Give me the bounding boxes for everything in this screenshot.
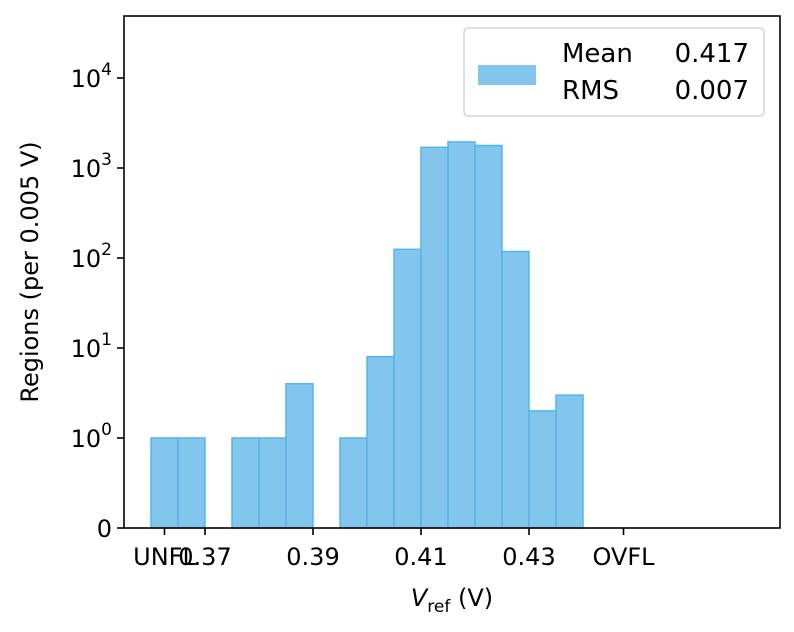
histogram-bar bbox=[258, 437, 287, 529]
histogram-bar bbox=[447, 141, 476, 529]
y-tick-label: 101 bbox=[71, 330, 112, 363]
y-tick-label: 0 bbox=[97, 515, 112, 543]
legend-mean-value: 0.417 bbox=[675, 39, 749, 69]
y-axis-ticks: 0 100 101 102 103 104 bbox=[71, 60, 124, 543]
y-tick-label: 102 bbox=[71, 240, 112, 273]
plot-frame bbox=[123, 15, 781, 529]
histogram-bar bbox=[474, 144, 503, 529]
x-axis-label: Vref (V) bbox=[411, 584, 493, 617]
legend: Mean 0.417 RMS 0.007 bbox=[463, 27, 765, 117]
x-tick-label: OVFL bbox=[592, 543, 655, 571]
histogram-bar bbox=[555, 394, 584, 529]
y-axis-label: Regions (per 0.005 V) bbox=[16, 141, 44, 402]
legend-rms-label: RMS bbox=[562, 76, 619, 106]
histogram-bar bbox=[177, 437, 206, 529]
y-tick-label: 104 bbox=[71, 60, 112, 93]
legend-mean-label: Mean bbox=[562, 39, 633, 69]
x-tick-label: 0.41 bbox=[394, 543, 447, 571]
x-tick-label: 0.37 bbox=[178, 543, 231, 571]
legend-swatch bbox=[478, 65, 536, 85]
x-tick-label: 0.39 bbox=[286, 543, 339, 571]
y-tick-label: 103 bbox=[71, 150, 112, 183]
legend-rms-value: 0.007 bbox=[675, 76, 749, 106]
legend-frame bbox=[463, 27, 765, 117]
histogram-bar bbox=[528, 410, 557, 529]
histogram-bar bbox=[366, 355, 395, 529]
histogram-bar bbox=[501, 250, 530, 529]
x-tick-label: UNFL bbox=[133, 543, 196, 571]
histogram-bar bbox=[150, 437, 179, 529]
histogram-bar bbox=[339, 437, 368, 529]
histogram-bar bbox=[231, 437, 260, 529]
histogram-bar bbox=[393, 248, 422, 529]
histogram-bar bbox=[420, 146, 449, 529]
histogram-bar bbox=[285, 383, 314, 529]
y-tick-label: 100 bbox=[71, 420, 112, 453]
bars-layer bbox=[150, 141, 584, 529]
x-tick-label: 0.43 bbox=[502, 543, 555, 571]
